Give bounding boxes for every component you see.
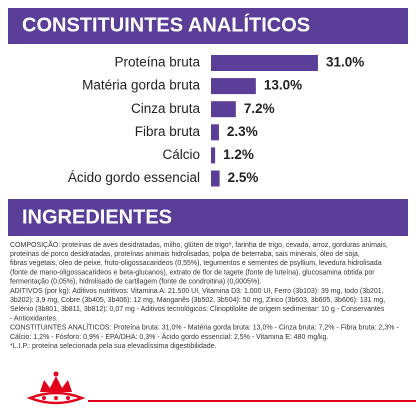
section-title: CONSTITUINTES ANALÍTICOS bbox=[22, 13, 310, 36]
category-label: Fibra bruta bbox=[135, 124, 201, 139]
logo bbox=[26, 371, 416, 405]
ingredient-line: proteínas de porco desidratadas, proteín… bbox=[10, 251, 360, 258]
category-label: Cinza bruta bbox=[131, 101, 201, 116]
bar bbox=[211, 170, 220, 187]
value-label: 31.0% bbox=[326, 55, 364, 70]
value-label: 13.0% bbox=[264, 78, 302, 93]
category-label: Cálcio bbox=[162, 147, 200, 162]
bar bbox=[211, 124, 219, 141]
ingredient-line: Selénio (3b801, 3b811, 3b812): 0,07 mg -… bbox=[10, 306, 385, 313]
header-band bbox=[8, 8, 408, 44]
ingredient-line: Cálcio: 1,2% - Fósforo: 0,9% - EPA/DHA: … bbox=[10, 332, 328, 341]
category-label: Proteína bruta bbox=[114, 55, 200, 70]
bar bbox=[211, 55, 318, 71]
value-label: 7.2% bbox=[244, 101, 275, 116]
ingredient-line: COMPOSIÇÃO: proteínas de aves desidratad… bbox=[10, 240, 388, 249]
bar bbox=[211, 78, 256, 95]
value-label: 2.5% bbox=[228, 170, 259, 185]
ingredient-line: fibras vegetais, óleo de peixe, fruto-ol… bbox=[10, 260, 382, 267]
ingredient-line: fermentação (0,05%), hidrolisado de cart… bbox=[10, 279, 261, 286]
section-title: INGREDIENTES bbox=[22, 206, 172, 228]
category-label: Ácido gordo essencial bbox=[68, 170, 200, 185]
value-label: 1.2% bbox=[223, 147, 254, 162]
ingredient-line: *L.I.P.: proteína selecionada pela sua e… bbox=[10, 343, 217, 350]
value-label: 2.3% bbox=[227, 124, 258, 139]
ingredient-line: 3b202): 3,9 mg, Cobre (3b405, 3b406): 12… bbox=[10, 297, 385, 304]
ingredient-line: ADITIVOS (por kg): Aditivos nutritivos: … bbox=[10, 288, 384, 295]
header-band bbox=[8, 199, 408, 236]
ingredient-line: CONSTITUINTES ANALÍTICOS: Proteína bruta… bbox=[10, 323, 399, 332]
ingredient-line: - Antioxidantes. bbox=[10, 315, 58, 322]
bar bbox=[211, 101, 236, 118]
ingredient-line: (fonte de mano-oligossacarideos e beta-g… bbox=[10, 269, 375, 276]
bar bbox=[211, 147, 216, 164]
category-label: Matéria gorda bruta bbox=[82, 78, 200, 93]
